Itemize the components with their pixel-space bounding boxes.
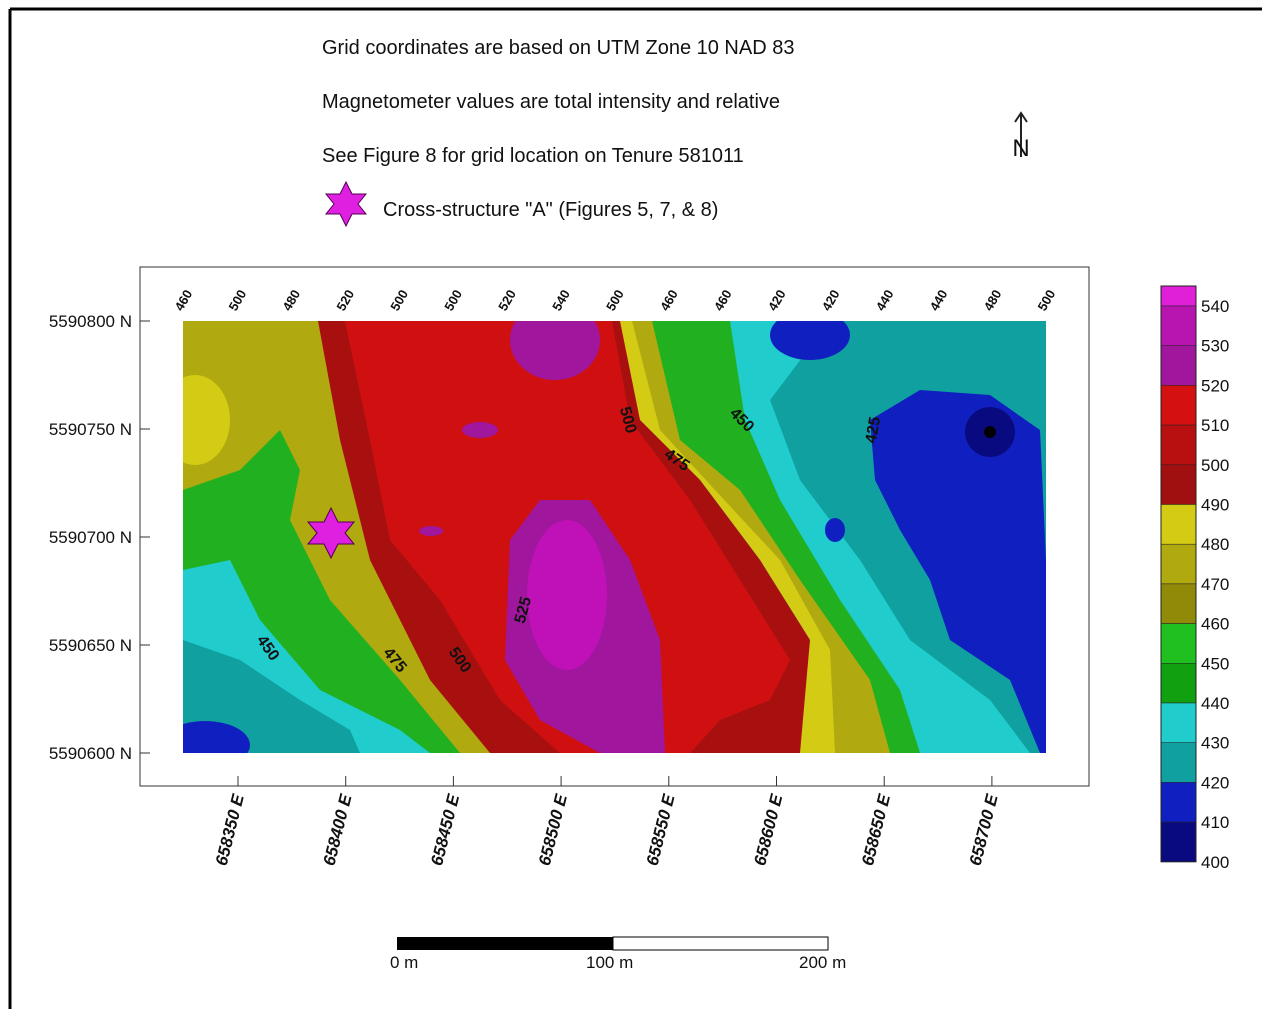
- star-symbol: [326, 182, 366, 226]
- symbol-note: Cross-structure "A" (Figures 5, 7, & 8): [383, 199, 718, 221]
- north-label: N: [1012, 135, 1029, 162]
- legend-swatch: [1161, 385, 1196, 425]
- legend-label: 480: [1201, 535, 1229, 554]
- legend-label: 510: [1201, 416, 1229, 435]
- legend-swatch: [1161, 663, 1196, 703]
- x-axis-label: 658500 E: [535, 792, 571, 868]
- legend-label: 410: [1201, 813, 1229, 832]
- legend-label: 400: [1201, 853, 1229, 872]
- legend-label: 490: [1201, 496, 1229, 515]
- x-axis-label: 658350 E: [212, 792, 248, 868]
- note: See Figure 8 for grid location on Tenure…: [322, 145, 744, 167]
- legend-label: 540: [1201, 297, 1229, 316]
- legend-label: 470: [1201, 575, 1229, 594]
- scale-label: 0 m: [390, 953, 418, 972]
- legend-label: 460: [1201, 615, 1229, 634]
- x-axis-label: 658650 E: [858, 792, 894, 868]
- legend-swatch: [1161, 346, 1196, 386]
- y-axis-label: 5590750 N: [49, 420, 132, 439]
- scale-label: 200 m: [799, 953, 846, 972]
- x-axis-label: 658700 E: [966, 792, 1002, 868]
- legend-swatch: [1161, 703, 1196, 743]
- legend-swatch: [1161, 505, 1196, 545]
- legend-swatch: [1161, 465, 1196, 505]
- y-axis-label: 5590600 N: [49, 744, 132, 763]
- legend-label: 450: [1201, 654, 1229, 673]
- legend-label: 500: [1201, 456, 1229, 475]
- y-axis-label: 5590700 N: [49, 528, 132, 547]
- legend-label: 520: [1201, 376, 1229, 395]
- legend-swatch: [1161, 782, 1196, 822]
- legend-swatch: [1161, 743, 1196, 783]
- y-axis-label: 5590800 N: [49, 312, 132, 331]
- north-arrow: N: [1012, 113, 1029, 162]
- legend-swatch: [1161, 286, 1196, 306]
- map-page: Grid coordinates are based on UTM Zone 1…: [0, 0, 1262, 1009]
- scale-bar: [397, 937, 613, 950]
- legend-label: 420: [1201, 773, 1229, 792]
- note: Grid coordinates are based on UTM Zone 1…: [322, 37, 794, 59]
- legend-swatch: [1161, 544, 1196, 584]
- legend-swatch: [1161, 306, 1196, 346]
- legend-label: 440: [1201, 694, 1229, 713]
- legend-swatch: [1161, 584, 1196, 624]
- contour-field: [160, 300, 1046, 769]
- legend-swatch: [1161, 624, 1196, 664]
- y-axis-label: 5590650 N: [49, 636, 132, 655]
- x-axis-label: 658400 E: [320, 792, 356, 868]
- x-axis-label: 658600 E: [750, 792, 786, 868]
- legend-swatch: [1161, 425, 1196, 465]
- scale-bar: [613, 937, 828, 950]
- note: Magnetometer values are total intensity …: [322, 91, 780, 113]
- legend-swatch: [1161, 822, 1196, 862]
- legend-label: 430: [1201, 734, 1229, 753]
- x-axis-label: 658450 E: [427, 792, 463, 868]
- x-axis-label: 658550 E: [643, 792, 679, 868]
- scale-label: 100 m: [586, 953, 633, 972]
- legend-label: 530: [1201, 337, 1229, 356]
